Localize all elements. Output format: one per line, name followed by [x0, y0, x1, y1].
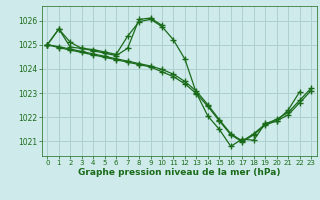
- X-axis label: Graphe pression niveau de la mer (hPa): Graphe pression niveau de la mer (hPa): [78, 168, 280, 177]
